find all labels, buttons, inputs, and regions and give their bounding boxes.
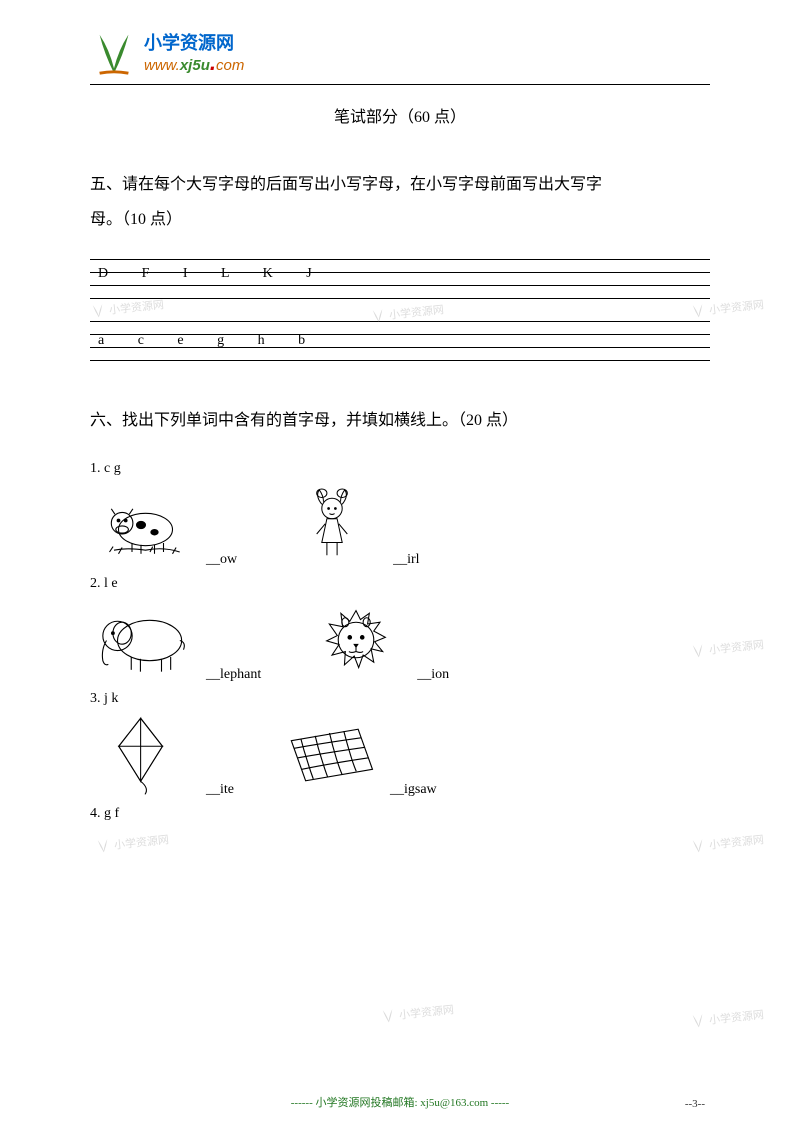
- q6-2a-suffix: __lephant: [206, 667, 261, 683]
- question-5: 五、请在每个大写字母的后面写出小写字母，在小写字母前面写出大写字 母。（10 点…: [90, 167, 710, 237]
- cow-icon: [90, 483, 200, 568]
- watermark: 小学资源网: [89, 296, 164, 320]
- watermark: 小学资源网: [379, 1001, 454, 1025]
- watermark: 小学资源网: [689, 296, 764, 320]
- q6-1b-suffix: __irl: [393, 552, 419, 568]
- lower-letters: a c e g h b: [98, 333, 305, 349]
- header-divider: [90, 84, 710, 85]
- q6-item-1-row: __ow __irl: [90, 483, 710, 568]
- logo-url: www.xj5u.com: [144, 52, 244, 74]
- logo-text-cn: 小学资源网: [144, 34, 244, 52]
- q6-3b-suffix: __igsaw: [390, 782, 437, 798]
- question-6: 六、找出下列单词中含有的首字母，并填如横线上。（20 点）: [90, 403, 710, 438]
- footer-text: ------ 小学资源网投稿邮箱: xj5u@163.com -----: [0, 1094, 800, 1110]
- logo-leaf-icon: [90, 30, 138, 78]
- kite-icon: [90, 713, 200, 798]
- q6-1a-suffix: __ow: [206, 552, 237, 568]
- q6-item-2-row: __lephant __ion: [90, 598, 710, 683]
- watermark: 小学资源网: [689, 1006, 764, 1030]
- jigsaw-icon: [274, 713, 384, 798]
- q6-item-1-label: 1. c g: [90, 461, 710, 477]
- q6-3a-suffix: __ite: [206, 782, 234, 798]
- upper-letters: D F I L K J: [98, 266, 312, 282]
- section-title: 笔试部分（60 点）: [90, 103, 710, 127]
- q6-2b-suffix: __ion: [417, 667, 449, 683]
- four-line-upper: D F I L K J: [90, 259, 710, 299]
- q5-line1: 五、请在每个大写字母的后面写出小写字母，在小写字母前面写出大写字: [90, 167, 710, 202]
- q6-item-3-row: __ite __igsaw: [90, 713, 710, 798]
- elephant-icon: [90, 598, 200, 683]
- lion-icon: [301, 598, 411, 683]
- girl-icon: [277, 483, 387, 568]
- four-line-lower: a c e g h b: [90, 321, 710, 361]
- q6-item-2-label: 2. l e: [90, 576, 710, 592]
- q5-line2: 母。（10 点）: [90, 202, 710, 237]
- site-logo: 小学资源网 www.xj5u.com: [90, 30, 710, 78]
- page-number: --3--: [685, 1098, 705, 1110]
- q6-item-3-label: 3. j k: [90, 691, 710, 707]
- watermark: 小学资源网: [94, 831, 169, 855]
- watermark: 小学资源网: [689, 831, 764, 855]
- q6-item-4-label: 4. g f: [90, 806, 710, 822]
